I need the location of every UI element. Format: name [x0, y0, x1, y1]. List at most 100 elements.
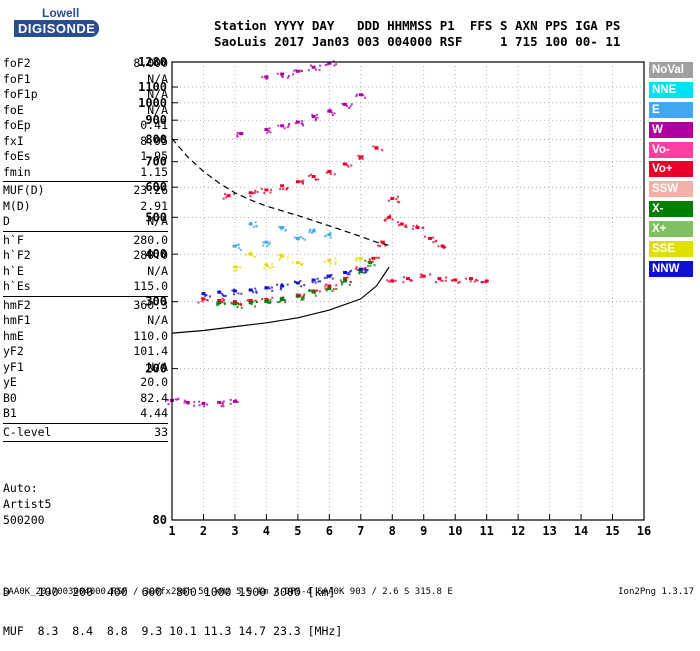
echo-dot	[325, 283, 328, 286]
echo-dot	[359, 270, 362, 273]
echo-dot	[260, 187, 263, 190]
echo-dot	[318, 290, 321, 293]
echo-dot	[230, 301, 233, 304]
version-label: Ion2Png 1.3.17	[618, 587, 694, 597]
echo-dot	[279, 288, 282, 291]
echo-dot	[371, 260, 374, 263]
echo-dot	[386, 279, 389, 282]
echo-dot	[166, 398, 169, 401]
echo-point	[406, 277, 410, 281]
param-name: MUF(D)	[3, 183, 45, 197]
echo-point	[264, 240, 269, 244]
echo-dot	[365, 271, 368, 274]
echo-dot	[250, 303, 253, 306]
echo-dot	[377, 256, 380, 259]
echo-dot	[432, 241, 435, 244]
echo-dot	[271, 296, 274, 299]
echo-dot	[329, 262, 332, 265]
param-value: N/A	[147, 87, 168, 101]
echo-dot	[331, 277, 334, 280]
echo-dot	[300, 298, 303, 301]
echo-dot	[203, 405, 206, 408]
echo-point	[415, 225, 420, 229]
echo-point	[327, 284, 332, 288]
echo-dot	[282, 187, 285, 190]
echo-dot	[281, 76, 284, 79]
y-tick-label: 800	[145, 133, 167, 147]
echo-dot	[183, 401, 186, 404]
echo-dot	[280, 74, 283, 77]
echo-dot	[314, 294, 317, 297]
echo-dot	[376, 147, 379, 150]
param-row: foEp 0.41	[3, 118, 168, 134]
param-name: B1	[3, 406, 17, 420]
echo-point	[280, 124, 285, 128]
echo-point	[343, 279, 348, 283]
echo-dot	[240, 306, 243, 309]
echo-point	[185, 400, 190, 404]
echo-point	[311, 278, 316, 282]
echo-dot	[293, 236, 296, 239]
param-value: 110.0	[133, 328, 168, 343]
echo-dot	[221, 301, 224, 304]
echo-dot	[206, 403, 209, 406]
echo-dot	[348, 270, 351, 273]
echo-dot	[360, 94, 363, 97]
echo-dot	[475, 278, 478, 281]
echo-dot	[316, 277, 319, 280]
echo-dot	[279, 188, 282, 191]
echo-dot	[355, 95, 358, 98]
echo-dot	[284, 229, 287, 232]
echo-dot	[315, 68, 318, 71]
echo-point	[371, 256, 376, 260]
echo-point	[295, 281, 300, 285]
echo-dot	[203, 401, 206, 404]
echo-dot	[339, 279, 342, 282]
echo-dot	[255, 300, 258, 303]
echo-point	[232, 302, 237, 306]
echo-dot	[355, 266, 358, 269]
echo-dot	[221, 401, 224, 404]
echo-dot	[293, 280, 296, 283]
echo-dot	[279, 257, 282, 260]
echo-dot	[396, 195, 399, 198]
echo-dot	[222, 405, 225, 408]
echo-dot	[342, 162, 345, 165]
param-separator	[3, 181, 168, 182]
param-value: 280.0	[133, 248, 168, 262]
echo-point	[428, 236, 433, 240]
echo-dot	[229, 398, 232, 401]
echo-dot	[216, 304, 219, 307]
echo-dot	[269, 131, 272, 134]
echo-dot	[429, 273, 432, 276]
param-row: yF1 N/A	[3, 360, 168, 376]
param-separator	[3, 422, 168, 424]
echo-dot	[301, 120, 304, 123]
param-value: 23.26	[133, 183, 168, 197]
echo-dot	[280, 283, 283, 286]
echo-dot	[279, 299, 282, 302]
echo-dot	[184, 399, 187, 402]
echo-point	[232, 265, 237, 269]
echo-dot	[377, 244, 380, 247]
echo-dot	[253, 191, 256, 194]
distance-muf-table: D 100 200 400 600 800 1000 1500 3000 [km…	[3, 560, 342, 651]
echo-dot	[297, 238, 300, 241]
echo-dot	[314, 290, 317, 293]
echo-dot	[203, 293, 206, 296]
footer-info: SAA0K_2017003004000.RSF / 300fx256h 50 k…	[3, 587, 453, 597]
param-name: yE	[3, 375, 17, 389]
echo-point	[437, 277, 442, 281]
echo-dot	[367, 265, 370, 268]
echo-dot	[299, 293, 302, 296]
echo-dot	[269, 300, 272, 303]
echo-dot	[187, 402, 190, 405]
legend-entry: X+	[649, 221, 693, 238]
echo-dot	[177, 397, 180, 400]
echo-dot	[309, 64, 312, 67]
echo-dot	[234, 399, 237, 402]
echo-dot	[355, 259, 358, 262]
echo-dot	[193, 404, 196, 407]
echo-dot	[354, 267, 357, 270]
echo-dot	[314, 281, 317, 284]
